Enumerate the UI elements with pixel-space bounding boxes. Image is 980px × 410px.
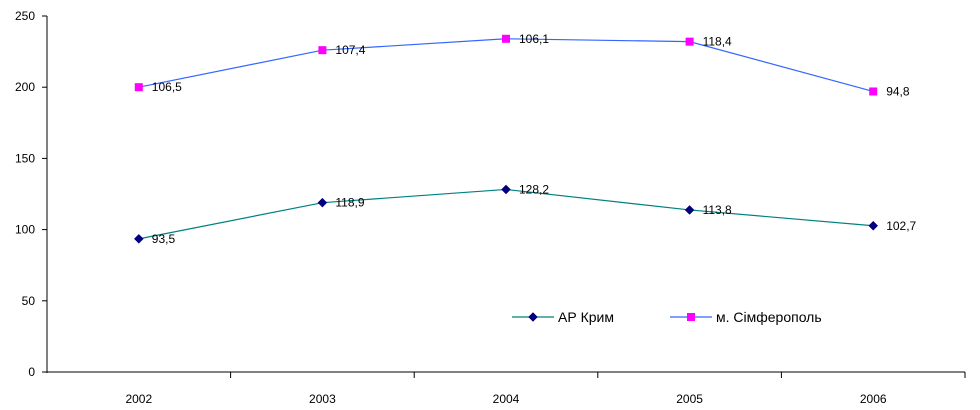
data-point-diamond [868, 220, 879, 231]
y-tick-label: 0 [28, 365, 35, 379]
data-point-diamond [501, 184, 511, 195]
data-point-square [502, 34, 510, 43]
data-label: 113,8 [703, 203, 732, 217]
data-label: 118,4 [703, 35, 732, 49]
legend-item: м. Сімферополь [670, 309, 822, 325]
legend-label: м. Сімферополь [716, 309, 822, 325]
x-tick-label: 2006 [860, 392, 887, 406]
data-point-square [685, 37, 694, 46]
data-label: 102,7 [886, 219, 916, 233]
data-point-square [134, 83, 143, 92]
series-line [138, 38, 874, 93]
y-tick-label: 150 [15, 151, 35, 165]
legend-marker [528, 312, 538, 322]
data-label: 106,1 [519, 32, 549, 46]
x-tick-label: 2005 [676, 392, 703, 406]
legend-marker [687, 313, 695, 321]
data-point-diamond [684, 205, 695, 215]
y-tick-label: 50 [22, 294, 36, 308]
series-line [138, 188, 874, 240]
x-tick-label: 2004 [493, 392, 520, 406]
y-tick-label: 250 [15, 9, 35, 23]
data-label: 128,2 [519, 182, 549, 196]
legend-label: АР Крим [558, 309, 614, 325]
data-label: 106,5 [152, 80, 182, 94]
data-label: 93,5 [152, 232, 176, 246]
data-point-square [318, 46, 327, 55]
x-tick-label: 2003 [309, 392, 336, 406]
legend: АР Крим м. Сімферополь [512, 309, 822, 325]
series-1 [133, 184, 879, 244]
data-label: 107,4 [335, 43, 365, 57]
legend-item: АР Крим [512, 309, 614, 325]
y-tick-label: 200 [15, 80, 35, 94]
data-point-diamond [133, 234, 144, 244]
y-tick-label: 100 [15, 223, 35, 237]
data-labels: 93,5 118,9 128,2 113,8 102,7 106,5 107,4 106,1 1… [152, 32, 917, 246]
axes: 0 50 100 150 200 250 2002 2003 2004 2005 2006 [15, 9, 966, 406]
x-tick-label: 2002 [125, 392, 152, 406]
data-label: 118,9 [335, 196, 364, 210]
data-label: 94,8 [886, 84, 910, 98]
data-point-square [869, 87, 878, 96]
data-point-diamond [317, 197, 328, 208]
series-2 [134, 34, 878, 96]
series-layer [133, 34, 879, 244]
